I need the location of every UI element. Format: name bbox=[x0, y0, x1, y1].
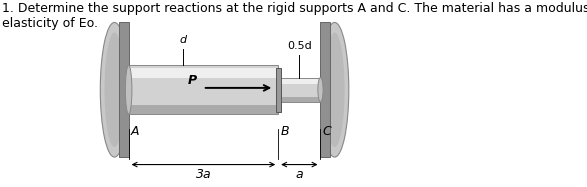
Ellipse shape bbox=[100, 22, 129, 157]
Bar bbox=[275, 68, 281, 112]
Bar bbox=[278, 97, 321, 102]
Text: 3a: 3a bbox=[195, 168, 211, 181]
Text: a: a bbox=[295, 168, 303, 181]
Text: 1. Determine the support reactions at the rigid supports A and C. The material h: 1. Determine the support reactions at th… bbox=[2, 2, 587, 30]
Bar bbox=[321, 22, 330, 157]
Bar bbox=[278, 79, 321, 84]
Text: d: d bbox=[180, 35, 187, 45]
Bar bbox=[119, 22, 129, 157]
Text: B: B bbox=[281, 125, 289, 138]
Ellipse shape bbox=[126, 65, 132, 114]
Bar bbox=[129, 65, 278, 114]
Text: P: P bbox=[187, 74, 197, 87]
Bar bbox=[278, 78, 321, 102]
Text: 0.5d: 0.5d bbox=[287, 42, 312, 51]
Text: C: C bbox=[323, 125, 332, 138]
Ellipse shape bbox=[104, 33, 124, 147]
Ellipse shape bbox=[318, 78, 323, 102]
Ellipse shape bbox=[321, 22, 349, 157]
Bar bbox=[129, 68, 278, 78]
Bar bbox=[129, 105, 278, 114]
Ellipse shape bbox=[325, 33, 345, 147]
Text: A: A bbox=[131, 125, 139, 138]
